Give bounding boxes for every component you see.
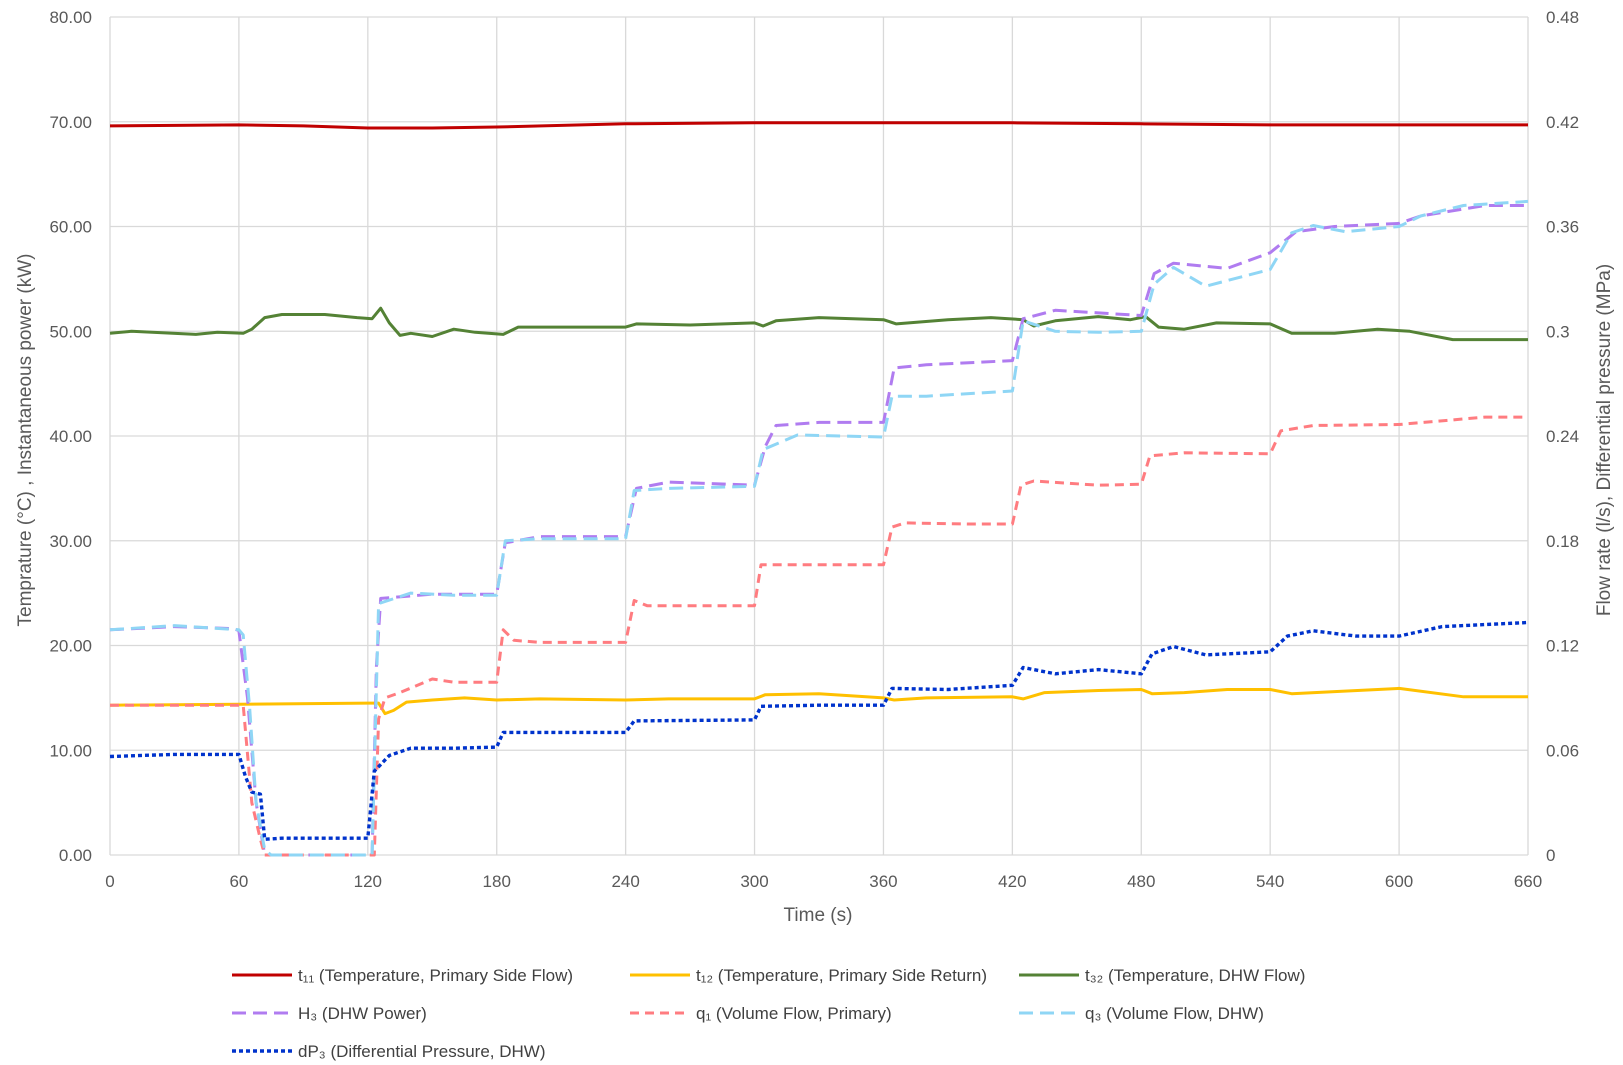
x-tick-label: 180 bbox=[483, 872, 511, 891]
legend: t₁₁ (Temperature, Primary Side Flow) t₁₂ … bbox=[232, 966, 1305, 1061]
y2-tick-label: 0 bbox=[1546, 846, 1555, 865]
y-tick-label: 30.00 bbox=[49, 532, 92, 551]
y-tick-label: 70.00 bbox=[49, 113, 92, 132]
series-line-4 bbox=[110, 415, 1528, 857]
y2-tick-label: 0.24 bbox=[1546, 427, 1579, 446]
series-line-2 bbox=[109, 306, 1528, 342]
x-tick-label: 480 bbox=[1127, 872, 1155, 891]
series-line-1 bbox=[109, 686, 1528, 716]
x-tick-label: 660 bbox=[1514, 872, 1542, 891]
legend-label-6: dP₃ (Differential Pressure, DHW) bbox=[298, 1042, 546, 1061]
legend-label-3: H₃ (DHW Power) bbox=[298, 1004, 427, 1023]
x-tick-label: 360 bbox=[869, 872, 897, 891]
y2-tick-label: 0.06 bbox=[1546, 741, 1579, 760]
x-axis-title: Time (s) bbox=[784, 905, 853, 926]
x-tick-label: 60 bbox=[229, 872, 248, 891]
y2-tick-label: 0.36 bbox=[1546, 218, 1579, 237]
legend-label-4: q₁ (Volume Flow, Primary) bbox=[696, 1004, 892, 1023]
legend-label-5: q₃ (Volume Flow, DHW) bbox=[1085, 1004, 1264, 1023]
tick-labels: 0 60 120 180 240 300 360 420 480 540 600 660 0.00 10.… bbox=[49, 8, 1579, 891]
y-tick-label: 10.00 bbox=[49, 741, 92, 760]
series-line-0 bbox=[109, 121, 1528, 130]
y2-tick-label: 0.3 bbox=[1546, 322, 1570, 341]
legend-label-2: t₃₂ (Temperature, DHW Flow) bbox=[1085, 966, 1305, 985]
series-line-5 bbox=[109, 199, 1529, 857]
series-layer bbox=[109, 121, 1529, 857]
y-axis-title: Temprature (°C) , Instantaneous power (k… bbox=[15, 254, 36, 627]
x-tick-label: 420 bbox=[998, 872, 1026, 891]
series-line-6 bbox=[109, 620, 1529, 841]
x-tick-label: 300 bbox=[740, 872, 768, 891]
y-tick-label: 0.00 bbox=[59, 846, 92, 865]
series-line-3 bbox=[109, 204, 1528, 857]
y2-tick-label: 0.18 bbox=[1546, 532, 1579, 551]
y-tick-label: 50.00 bbox=[49, 322, 92, 341]
x-tick-label: 240 bbox=[611, 872, 639, 891]
y2-tick-label: 0.42 bbox=[1546, 113, 1579, 132]
y-tick-label: 20.00 bbox=[49, 637, 92, 656]
x-tick-label: 0 bbox=[105, 872, 114, 891]
x-tick-label: 120 bbox=[354, 872, 382, 891]
legend-label-1: t₁₂ (Temperature, Primary Side Return) bbox=[696, 966, 987, 985]
y-tick-label: 40.00 bbox=[49, 427, 92, 446]
y2-axis-title: Flow rate (l/s), Differential pressure (… bbox=[1594, 264, 1615, 616]
y2-tick-label: 0.12 bbox=[1546, 637, 1579, 656]
y-tick-label: 60.00 bbox=[49, 218, 92, 237]
y-tick-label: 80.00 bbox=[49, 8, 92, 27]
legend-label-0: t₁₁ (Temperature, Primary Side Flow) bbox=[298, 966, 573, 985]
x-tick-label: 540 bbox=[1256, 872, 1284, 891]
y2-tick-label: 0.48 bbox=[1546, 8, 1579, 27]
x-tick-label: 600 bbox=[1385, 872, 1413, 891]
